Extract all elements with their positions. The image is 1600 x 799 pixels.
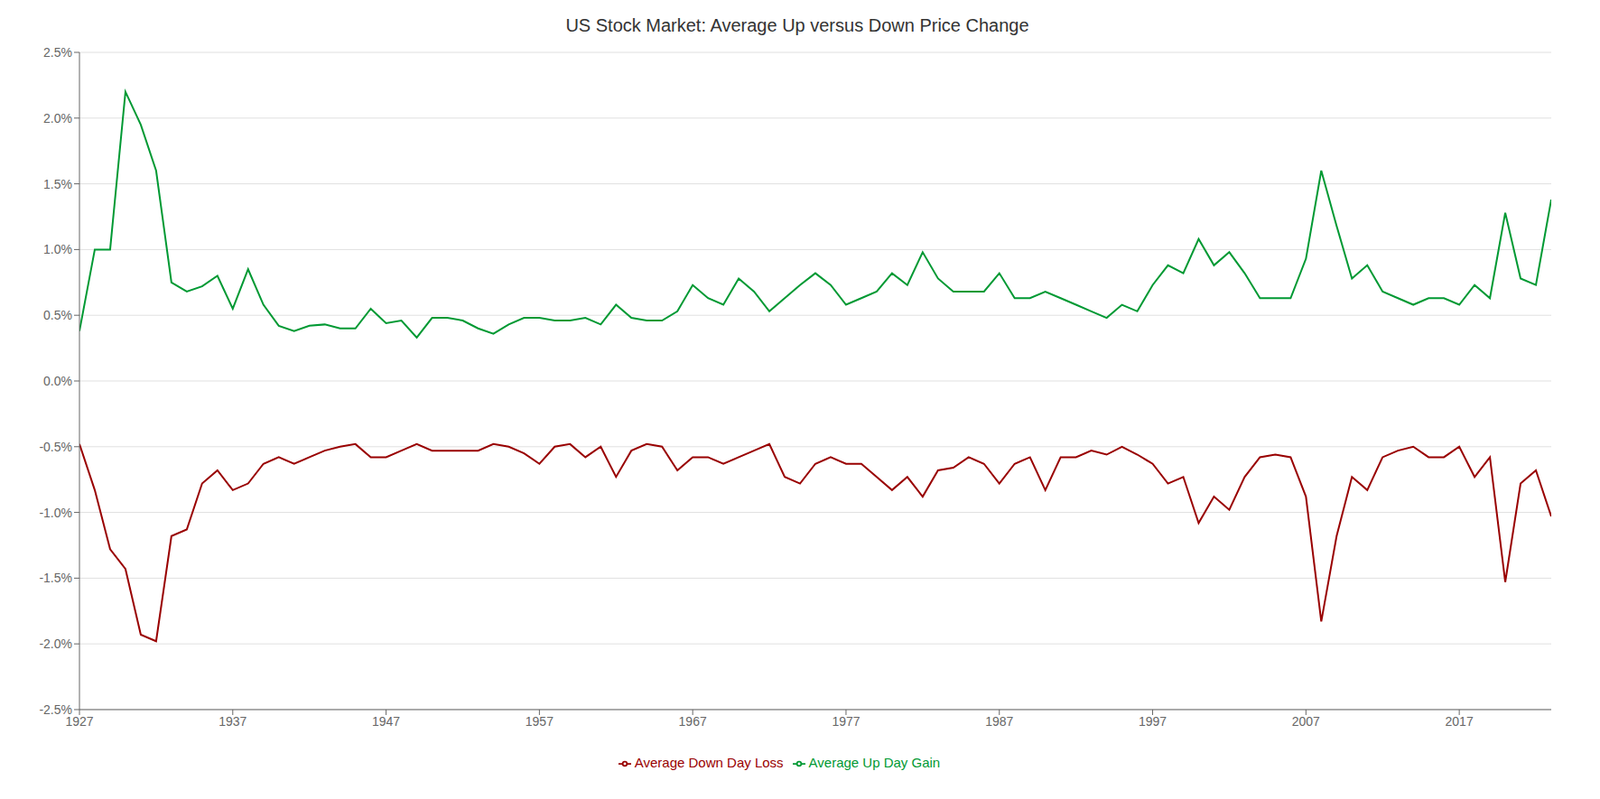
svg-text:-0.5%: -0.5% — [38, 439, 73, 455]
svg-text:1977: 1977 — [831, 714, 860, 729]
svg-text:2017: 2017 — [1445, 714, 1474, 729]
svg-text:2.0%: 2.0% — [43, 111, 73, 126]
svg-text:1.5%: 1.5% — [43, 176, 73, 192]
svg-text:1.0%: 1.0% — [43, 241, 73, 257]
svg-text:1997: 1997 — [1138, 714, 1167, 729]
svg-text:1967: 1967 — [679, 714, 707, 729]
svg-text:1957: 1957 — [525, 714, 554, 729]
html-text:Average Down Day Loss: Average Down Day Loss — [634, 754, 784, 771]
svg-text:-1.5%: -1.5% — [38, 570, 73, 586]
svg-text:1927: 1927 — [65, 714, 94, 729]
html-text:Average Up Day Gain: Average Up Day Gain — [808, 754, 941, 771]
svg-text:1947: 1947 — [372, 714, 400, 729]
svg-text:1987: 1987 — [985, 714, 1014, 729]
svg-text:0.5%: 0.5% — [43, 307, 73, 323]
svg-text:2007: 2007 — [1292, 714, 1321, 729]
svg-text:-2.0%: -2.0% — [38, 636, 73, 652]
svg-text:0.0%: 0.0% — [43, 373, 73, 389]
html-text:US Stock Market: Average Up ve: US Stock Market: Average Up versus Down … — [565, 15, 1029, 36]
svg-text:1937: 1937 — [218, 714, 247, 729]
svg-text:-1.0%: -1.0% — [38, 505, 73, 521]
svg-text:-2.5%: -2.5% — [38, 702, 73, 717]
svg-text:2.5%: 2.5% — [43, 45, 73, 60]
